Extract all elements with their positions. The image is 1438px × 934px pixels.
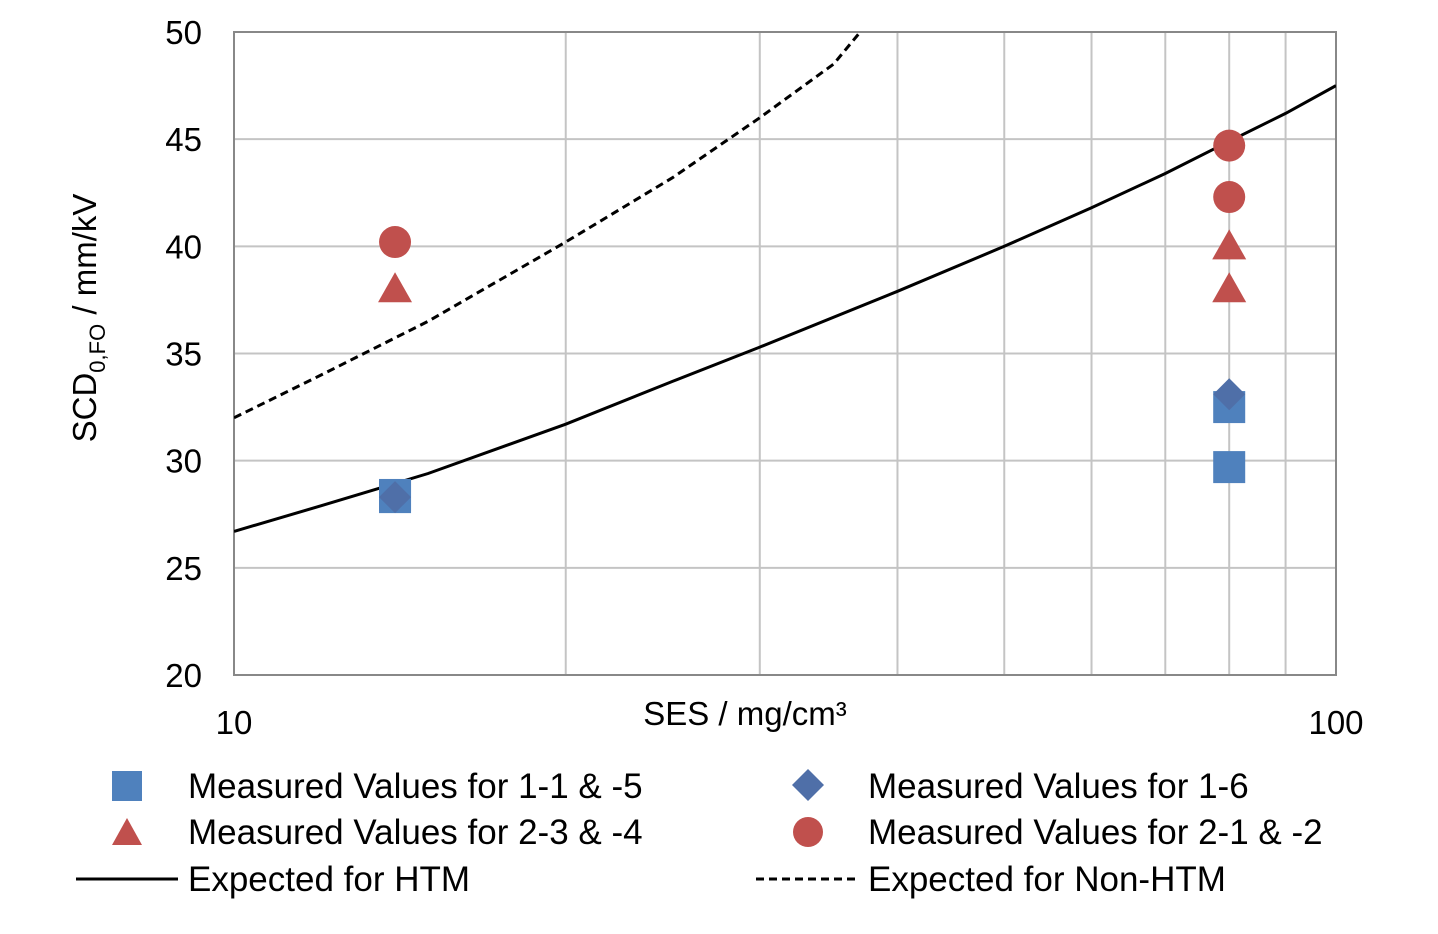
- grid: [234, 31, 1336, 676]
- markers: [378, 129, 1247, 514]
- triangle-marker: [1212, 229, 1247, 260]
- y-tick-label: 30: [165, 443, 202, 480]
- legend-marker-circle: [793, 817, 823, 847]
- legend-marker-square: [112, 771, 142, 801]
- triangle-marker: [378, 272, 413, 303]
- y-tick-label: 20: [165, 657, 202, 694]
- y-tick-label: 40: [165, 228, 202, 265]
- legend-label-6: Expected for Non-HTM: [868, 860, 1226, 899]
- circle-marker: [1213, 129, 1246, 162]
- y-axis-label: SCD0,FO / mm/kV: [66, 194, 110, 443]
- diamond-marker: [379, 481, 412, 514]
- y-tick-label: 25: [165, 550, 202, 587]
- x-tick-label: 100: [1308, 704, 1363, 741]
- y-tick-label: 45: [165, 121, 202, 158]
- plot-area-border: [233, 31, 1337, 676]
- y-axis-label-main: SCD: [66, 373, 103, 443]
- legend-marker-diamond: [792, 769, 824, 801]
- square-marker: [1213, 451, 1246, 484]
- circle-marker: [379, 226, 412, 259]
- legend-label-5: Expected for HTM: [188, 860, 470, 899]
- x-tick-label: 10: [216, 704, 253, 741]
- circle-marker: [1213, 181, 1246, 214]
- legend: Measured Values for 1-1 & -5 Measured Va…: [76, 767, 1323, 899]
- x-axis-label: SES / mg/cm³: [643, 695, 847, 732]
- x-tick-labels: 10 100: [216, 704, 1364, 741]
- y-tick-labels: 20 25 30 35 40 45 50: [165, 14, 202, 694]
- legend-label-1: Measured Values for 1-1 & -5: [188, 767, 643, 806]
- legend-label-3: Measured Values for 2-3 & -4: [188, 813, 643, 852]
- non-htm-curve: [234, 32, 862, 420]
- legend-label-2: Measured Values for 1-6: [868, 767, 1249, 806]
- htm-curve: [234, 84, 1336, 533]
- y-axis-label-sub: 0,FO: [85, 324, 110, 373]
- y-tick-label: 50: [165, 14, 202, 51]
- legend-label-4: Measured Values for 2-1 & -2: [868, 813, 1323, 852]
- diamond-marker: [1213, 378, 1246, 411]
- triangle-marker: [1212, 272, 1247, 303]
- legend-marker-triangle: [112, 818, 142, 845]
- y-tick-label: 35: [165, 336, 202, 373]
- y-axis-label-rest: / mm/kV: [66, 194, 103, 324]
